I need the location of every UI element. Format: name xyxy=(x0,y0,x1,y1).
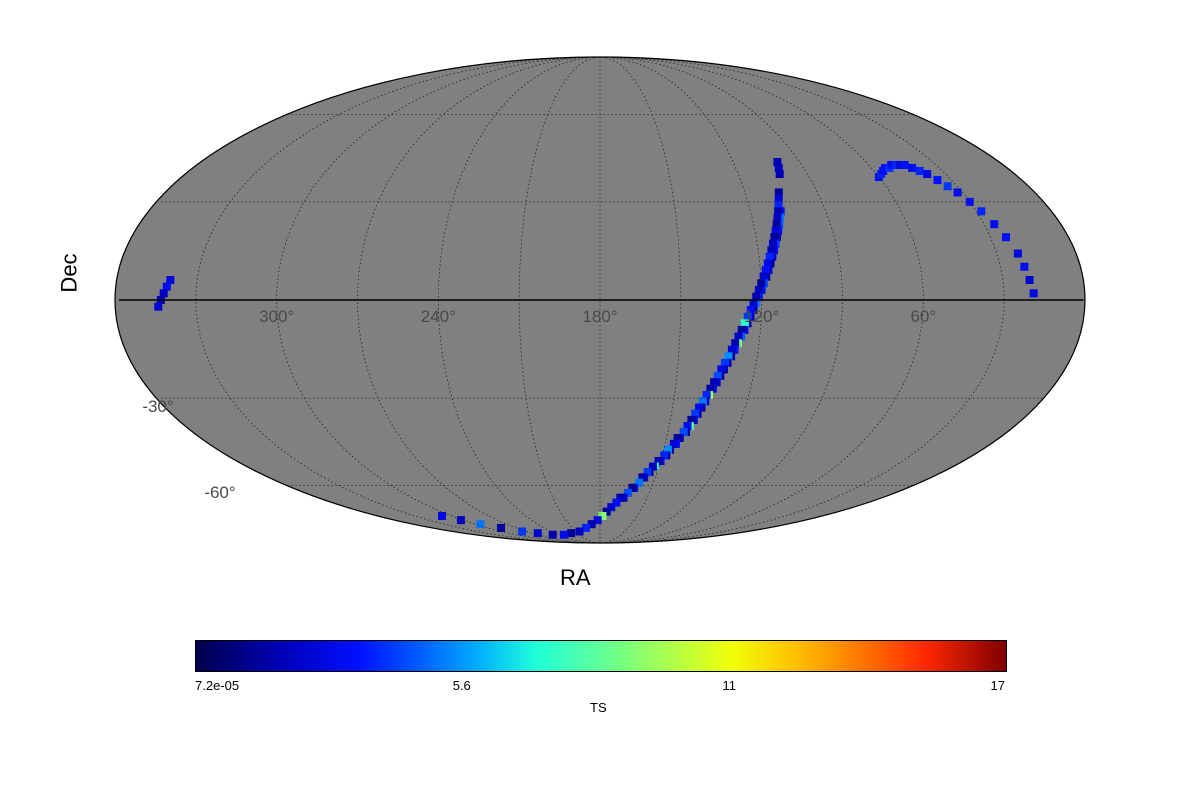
colorbar-tick: 17 xyxy=(991,678,1005,693)
svg-text:180°: 180° xyxy=(582,307,617,326)
colorbar-gradient xyxy=(195,640,1007,672)
colorbar-tick: 5.6 xyxy=(453,678,471,693)
colorbar-title: TS xyxy=(590,700,607,715)
svg-text:300°: 300° xyxy=(259,307,294,326)
svg-text:120°: 120° xyxy=(744,307,779,326)
x-axis-label: RA xyxy=(560,565,591,591)
svg-text:240°: 240° xyxy=(421,307,456,326)
svg-text:-30°: -30° xyxy=(142,397,173,416)
skymap-svg: 300° 240° 180° 120° 60° -60° -30° xyxy=(0,20,1200,580)
y-axis-label: Dec xyxy=(57,253,83,292)
colorbar-tick: 7.2e-05 xyxy=(195,678,239,693)
colorbar-tick: 11 xyxy=(722,678,736,693)
svg-text:-60°: -60° xyxy=(204,483,235,502)
colorbar: 7.2e-05 5.6 11 17 TS xyxy=(195,640,1005,760)
svg-text:60°: 60° xyxy=(910,307,936,326)
mollweide-skymap: 300°240°180°120°60°-60°-30° Dec RA xyxy=(0,20,1200,580)
